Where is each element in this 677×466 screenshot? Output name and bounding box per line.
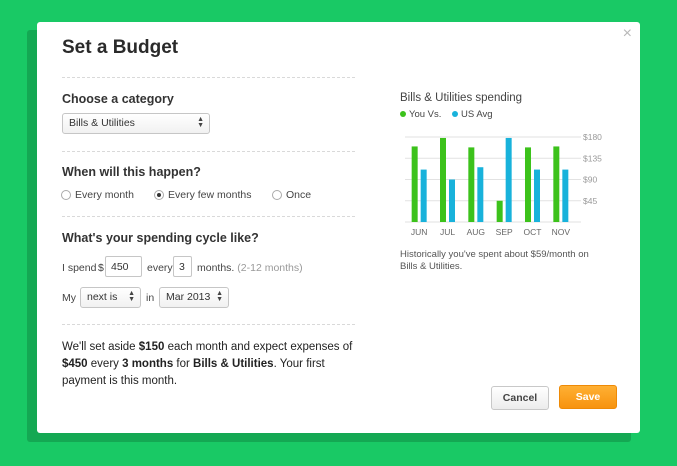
- x-tick-label: AUG: [467, 227, 485, 237]
- bar-you: [525, 147, 531, 222]
- category-label: Choose a category: [62, 92, 174, 106]
- radio-checked-icon: [154, 190, 164, 201]
- my-text: My: [62, 292, 76, 304]
- x-tick-label: OCT: [524, 227, 542, 237]
- bar-you: [440, 137, 446, 222]
- i-spend-text: I spend: [62, 262, 97, 274]
- bar-you: [411, 146, 418, 222]
- cancel-button[interactable]: Cancel: [491, 386, 549, 410]
- radio-icon: [272, 190, 282, 201]
- category-select[interactable]: Bills & Utilities ▲ ▼: [62, 113, 210, 134]
- bar-you: [496, 200, 503, 222]
- bar-us-avg: [562, 169, 569, 222]
- summary-text: for: [173, 358, 194, 370]
- y-tick-label: $135: [583, 153, 602, 163]
- bar-you: [468, 147, 475, 222]
- radio-label: Every few months: [168, 189, 252, 201]
- currency-symbol: $: [98, 262, 104, 274]
- budget-summary: We'll set aside $150 each month and expe…: [62, 339, 362, 390]
- select-arrows-icon: ▲ ▼: [197, 116, 204, 129]
- budget-dialog: × Set a Budget Choose a category Bills &…: [37, 22, 640, 433]
- divider: [62, 77, 355, 78]
- radio-once[interactable]: Once: [272, 189, 311, 201]
- chart-legend: You Vs. US Avg: [400, 109, 501, 120]
- x-tick-label: NOV: [552, 227, 571, 237]
- every-text: every: [147, 262, 173, 274]
- bar-you: [553, 146, 560, 222]
- divider: [62, 151, 355, 152]
- y-tick-label: $45: [583, 196, 597, 206]
- next-select-value: next is: [87, 291, 118, 303]
- months-text: months. (2-12 months): [197, 262, 303, 274]
- radio-every-few-months[interactable]: Every few months: [154, 189, 251, 201]
- legend-swatch: [400, 111, 406, 118]
- summary-text: every: [87, 358, 123, 370]
- divider: [62, 324, 355, 325]
- cycle-label: What's your spending cycle like?: [62, 231, 259, 245]
- radio-icon: [61, 190, 71, 201]
- dialog-title: Set a Budget: [62, 37, 179, 58]
- frequency-label: When will this happen?: [62, 165, 201, 179]
- select-arrows-icon: ▲ ▼: [128, 290, 135, 303]
- amount-input[interactable]: [105, 256, 142, 277]
- radio-every-month[interactable]: Every month: [61, 189, 134, 201]
- chart-title: Bills & Utilities spending: [400, 92, 523, 104]
- x-tick-label: JUN: [411, 227, 428, 237]
- chart-caption: Historically you've spent about $59/mont…: [400, 249, 589, 272]
- legend-item: You Vs.: [400, 109, 441, 120]
- months-word: months.: [197, 262, 235, 274]
- x-tick-label: SEP: [496, 227, 513, 237]
- months-hint: (2-12 months): [237, 262, 303, 274]
- y-tick-label: $180: [583, 132, 602, 142]
- y-tick-label: $90: [583, 175, 597, 185]
- next-select[interactable]: next is ▲ ▼: [80, 287, 141, 308]
- bar-us-avg: [477, 167, 484, 222]
- summary-monthly-amount: $150: [138, 341, 165, 353]
- select-arrows-icon: ▲ ▼: [216, 290, 223, 303]
- save-button[interactable]: Save: [559, 385, 617, 409]
- spending-chart: $45 $90 $135 $180 JUN JUL AUG SEP OCT NOV: [405, 132, 602, 237]
- summary-text: We'll set aside: [62, 341, 139, 353]
- date-select-value: Mar 2013: [166, 291, 211, 303]
- close-icon[interactable]: ×: [622, 25, 632, 42]
- radio-label: Once: [286, 189, 312, 201]
- divider: [62, 216, 355, 217]
- summary-text: each month and expect expenses of: [164, 341, 353, 353]
- legend-label: You Vs.: [409, 109, 442, 120]
- summary-category: Bills & Utilities: [193, 358, 274, 370]
- summary-total-amount: $450: [62, 358, 88, 370]
- bar-us-avg: [534, 169, 540, 222]
- months-input[interactable]: [173, 256, 192, 277]
- legend-label: US Avg: [461, 109, 493, 120]
- bar-us-avg: [449, 179, 455, 222]
- legend-item: US Avg: [452, 109, 493, 120]
- radio-label: Every month: [75, 189, 134, 201]
- bar-us-avg: [420, 169, 427, 222]
- in-text: in: [146, 292, 155, 304]
- category-select-value: Bills & Utilities: [69, 117, 135, 129]
- legend-swatch: [452, 111, 459, 118]
- summary-period: 3 months: [122, 358, 174, 370]
- summary-text: . Your first payment is this month.: [62, 358, 325, 387]
- date-select[interactable]: Mar 2013 ▲ ▼: [159, 287, 229, 308]
- bar-us-avg: [505, 137, 512, 222]
- x-tick-label: JUL: [440, 227, 455, 237]
